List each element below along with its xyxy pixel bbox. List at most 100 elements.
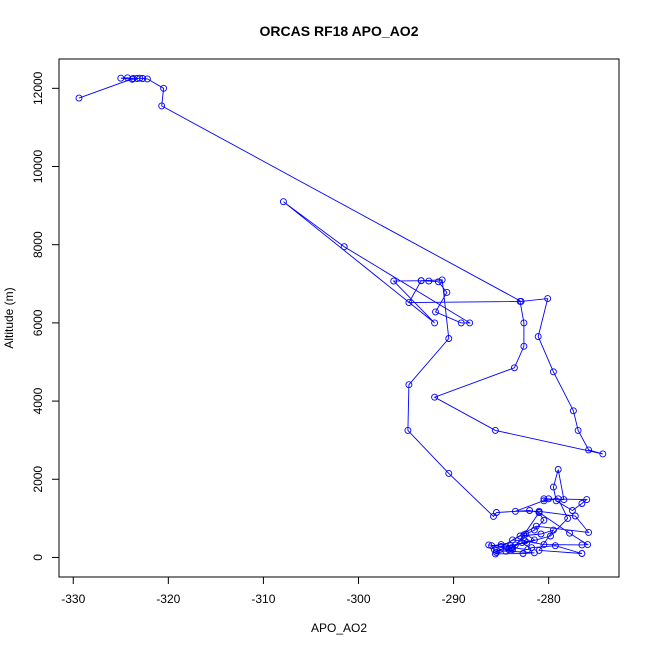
data-point	[390, 277, 398, 285]
data-point	[160, 84, 168, 92]
x-tick-label: -330	[61, 592, 85, 606]
series-layer	[75, 74, 607, 558]
data-point	[568, 507, 576, 514]
data-point	[520, 342, 528, 350]
plot-area	[58, 58, 620, 578]
data-point	[526, 507, 534, 514]
data-point	[466, 319, 474, 327]
data-point	[540, 516, 548, 524]
data-point	[520, 319, 528, 327]
data-point	[524, 546, 532, 554]
x-axis: -330 -320 -310 -300 -290 -280	[61, 576, 561, 606]
data-point	[528, 544, 535, 552]
data-point	[599, 450, 607, 458]
data-point	[564, 514, 572, 522]
data-point	[432, 308, 439, 316]
data-point	[584, 541, 592, 549]
data-point	[516, 532, 524, 540]
data-point	[509, 536, 516, 544]
data-point	[574, 426, 582, 434]
data-point	[551, 542, 559, 550]
data-point	[585, 446, 593, 454]
data-point	[520, 531, 528, 539]
data-point	[443, 288, 451, 296]
data-point	[534, 333, 542, 341]
series-line	[78, 77, 603, 555]
data-point	[457, 319, 465, 327]
data-point	[405, 299, 413, 307]
data-point	[417, 277, 425, 285]
data-point	[540, 497, 548, 505]
data-point	[585, 528, 593, 536]
data-point	[491, 550, 499, 558]
data-point	[492, 509, 500, 516]
data-point	[279, 198, 287, 206]
data-point	[537, 530, 545, 538]
data-point	[124, 74, 131, 82]
data-point	[491, 426, 499, 434]
chart-title: ORCAS RF18 APO_AO2	[260, 23, 419, 39]
data-point	[492, 548, 500, 556]
data-point	[560, 496, 568, 504]
data-point	[530, 536, 538, 544]
data-point	[523, 539, 531, 547]
data-point	[516, 297, 524, 305]
data-point	[535, 509, 543, 516]
data-point	[117, 74, 125, 82]
data-point	[340, 243, 348, 251]
data-point	[552, 497, 560, 505]
y-tick-label: 4000	[31, 387, 45, 414]
x-tick-label: -290	[442, 592, 466, 606]
data-point	[75, 94, 83, 102]
data-point	[508, 544, 516, 552]
data-point	[136, 74, 144, 82]
data-point	[139, 75, 147, 82]
data-point	[438, 276, 446, 284]
data-point	[547, 532, 554, 540]
data-point	[405, 381, 413, 389]
data-point	[583, 496, 591, 504]
data-point	[511, 507, 519, 515]
data-point	[497, 543, 505, 550]
data-point	[549, 483, 557, 491]
x-axis-label: APO_AO2	[311, 621, 367, 635]
y-tick-label: 2000	[31, 466, 45, 493]
data-point	[431, 393, 439, 401]
data-point	[143, 75, 151, 83]
data-point	[540, 541, 548, 549]
data-point	[530, 526, 538, 534]
data-point	[492, 546, 500, 554]
data-point	[404, 426, 412, 434]
data-point	[485, 541, 493, 549]
data-point	[519, 550, 527, 557]
data-point	[569, 407, 577, 415]
x-tick-label: -280	[537, 592, 561, 606]
data-point	[545, 495, 553, 503]
data-point	[497, 541, 505, 549]
data-point	[549, 368, 557, 376]
data-point	[431, 319, 439, 327]
data-point	[532, 522, 540, 530]
y-axis-label: Altitude (m)	[2, 287, 16, 348]
x-tick-label: -300	[346, 592, 370, 606]
data-point	[425, 277, 433, 285]
y-tick-label: 6000	[31, 309, 45, 336]
data-point	[445, 469, 453, 477]
y-tick-label: 8000	[31, 231, 45, 258]
data-point	[571, 512, 579, 520]
x-tick-label: -320	[156, 592, 180, 606]
data-point	[578, 500, 586, 507]
data-point	[445, 335, 453, 342]
y-tick-label: 10000	[31, 150, 45, 184]
data-point	[510, 364, 518, 372]
data-point	[540, 495, 548, 503]
data-point	[535, 546, 543, 554]
data-point	[434, 278, 442, 286]
y-axis: 0 2000 4000 6000 8000 10000 12000	[31, 71, 60, 561]
data-point	[158, 102, 166, 110]
x-tick-label: -310	[251, 592, 275, 606]
data-point	[544, 295, 552, 303]
data-point	[578, 550, 586, 557]
data-point	[518, 539, 526, 547]
